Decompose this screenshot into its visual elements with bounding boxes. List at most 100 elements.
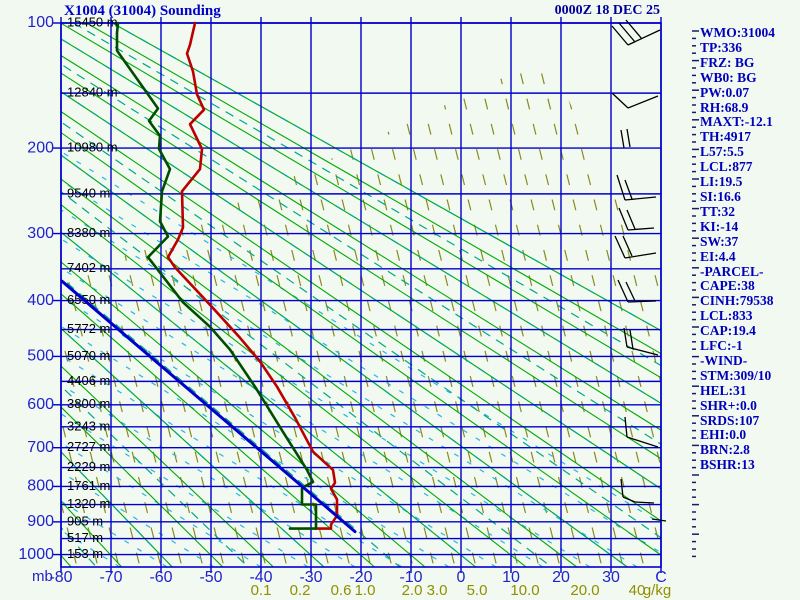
temp-tick-label: 20 (552, 569, 570, 586)
stat-line: WB0: BG (700, 69, 757, 85)
temp-tick-label: 0 (457, 569, 466, 586)
sounding-profiles (60, 21, 357, 534)
stat-line: EHI:0.0 (700, 427, 747, 443)
height-label: 9540 m (67, 185, 110, 200)
svg-text:1.0: 1.0 (355, 582, 376, 599)
pressure-label: 600 (27, 396, 54, 413)
stat-line: SHR+:0.0 (700, 397, 757, 413)
stat-line: BRN:2.8 (700, 442, 750, 458)
stat-line: STM:309/10 (700, 367, 772, 383)
stat-line: BSHR:13 (700, 457, 755, 473)
pressure-label: 700 (27, 439, 54, 456)
height-label: 3243 m (67, 418, 110, 433)
svg-text:g/kg: g/kg (643, 582, 671, 599)
right-margin-dotted-ruler (692, 30, 699, 558)
height-label: 12840 m (67, 85, 118, 100)
height-label: 5070 m (67, 348, 110, 363)
svg-text:mb: mb (32, 568, 53, 585)
stats-panel: WMO:31004 TP:336 FRZ: BG WB0: BG PW:0.07 RH:6… (700, 25, 800, 473)
temp-tick-label: -10 (399, 569, 422, 586)
height-label: 8380 m (67, 225, 110, 240)
pressure-label: 1000 (18, 546, 54, 563)
height-label: 153 m (67, 546, 103, 561)
temp-tick-label: -80 (49, 569, 72, 586)
stat-line: LFC:-1 (700, 338, 743, 354)
svg-text:0.1: 0.1 (251, 582, 272, 599)
svg-text:0.6: 0.6 (331, 582, 352, 599)
stat-line: RH:68.9 (700, 99, 749, 115)
temp-tick-label: 30 (602, 569, 620, 586)
wind-barb-icon (617, 279, 657, 303)
stat-line: CAPE:38 (700, 278, 755, 294)
stat-line: HEL:31 (700, 382, 747, 398)
mixing-ratio-axis-labels: 0.1 0.2 0.6 1.0 2.0 3.0 5.0 10.0 20.0 40g/kg (251, 582, 672, 599)
stat-line: FRZ: BG (700, 54, 755, 70)
stat-line: WMO:31004 (700, 25, 775, 40)
stat-line: SRDS:107 (700, 412, 760, 428)
wind-barb-icon (614, 235, 657, 259)
temp-tick-label: -20 (349, 569, 372, 586)
temperature-profile-line (166, 21, 339, 530)
height-label: 15450 m (67, 14, 118, 29)
height-label: 5772 m (67, 321, 110, 336)
pressure-label: 800 (27, 478, 54, 495)
chart-datetime: 0000Z 18 DEC 25 (554, 3, 660, 18)
svg-text:0.2: 0.2 (290, 582, 311, 599)
height-label: 4406 m (67, 373, 110, 388)
pressure-label: 500 (27, 348, 54, 365)
temp-tick-label: -50 (199, 569, 222, 586)
dewpoint-profile-line (115, 21, 318, 530)
stat-line: EI:4.4 (700, 248, 736, 264)
plot-border (60, 22, 662, 568)
pressure-label: 100 (27, 14, 54, 31)
wind-barbs (611, 19, 667, 522)
height-label: 905 m (67, 513, 103, 528)
wind-barb-icon (611, 92, 659, 109)
stat-line: MAXT:-12.1 (700, 114, 773, 130)
pressure-label: 400 (27, 292, 54, 309)
svg-text:3.0: 3.0 (427, 582, 448, 599)
stat-line: SI:16.6 (700, 188, 741, 204)
stat-line: LI:19.5 (700, 174, 743, 190)
svg-text:5.0: 5.0 (467, 582, 488, 599)
temp-tick-label: -60 (149, 569, 172, 586)
pressure-label: 300 (27, 225, 54, 242)
temp-tick-label: -70 (99, 569, 122, 586)
height-label: 3800 m (67, 396, 110, 411)
wind-barb-icon (611, 19, 661, 46)
temp-tick-label: 10 (502, 569, 520, 586)
pressure-temperature-grid (52, 17, 662, 573)
svg-text:20.0: 20.0 (570, 582, 599, 599)
chart-title: X1004 (31004) Sounding (64, 3, 221, 19)
height-label: 2229 m (67, 459, 110, 474)
height-label: 517 m (67, 530, 103, 545)
wind-barb-icon (651, 518, 667, 522)
temp-tick-label: -30 (299, 569, 322, 586)
stat-line: CAP:19.4 (700, 323, 756, 339)
wind-barb-icon (620, 478, 655, 504)
stat-line: -WIND- (700, 352, 748, 368)
stat-line: TP:336 (700, 39, 742, 55)
stat-line: LCL:877 (700, 159, 753, 175)
stat-line: CINH:79538 (700, 293, 774, 309)
height-label: 10980 m (67, 139, 118, 154)
wind-barb-icon (620, 128, 631, 149)
svg-text:10.0: 10.0 (510, 582, 539, 599)
svg-text:40: 40 (629, 582, 646, 599)
wind-barb-icon (616, 174, 657, 201)
stat-line: -PARCEL- (700, 263, 764, 279)
stat-line: PW:0.07 (700, 84, 750, 100)
stat-line: SW:37 (700, 233, 739, 249)
stat-line: TT:32 (700, 203, 736, 219)
pressure-axis-labels: 100 200 300 400 500 600 700 800 900 1000 mb (18, 14, 54, 585)
height-label: 1761 m (67, 478, 110, 493)
parcel-profile-line (60, 279, 357, 534)
svg-text:2.0: 2.0 (402, 582, 423, 599)
wind-barb-icon (624, 416, 659, 448)
pressure-label: 200 (27, 139, 54, 156)
svg-text:C: C (655, 569, 667, 586)
height-label: 2727 m (67, 439, 110, 454)
